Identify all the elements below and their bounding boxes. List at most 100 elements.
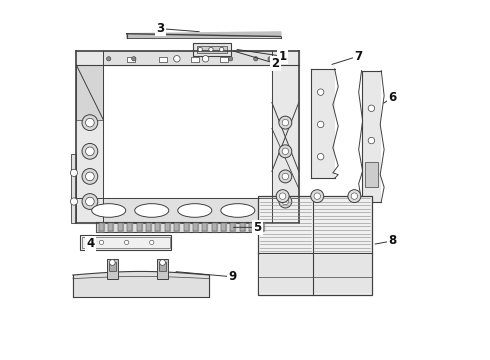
Bar xyxy=(159,57,167,62)
Polygon shape xyxy=(108,223,114,231)
Polygon shape xyxy=(118,223,123,231)
Ellipse shape xyxy=(178,204,212,217)
Circle shape xyxy=(82,168,98,184)
Circle shape xyxy=(82,143,98,159)
Text: 7: 7 xyxy=(354,50,362,63)
Text: 6: 6 xyxy=(388,91,396,104)
Bar xyxy=(157,259,168,279)
Circle shape xyxy=(198,47,202,51)
Bar xyxy=(258,196,372,295)
Circle shape xyxy=(209,47,213,51)
Circle shape xyxy=(86,197,94,206)
Bar xyxy=(82,237,170,248)
Circle shape xyxy=(279,116,292,129)
Circle shape xyxy=(107,57,111,61)
Polygon shape xyxy=(155,223,160,231)
Bar xyxy=(220,57,228,62)
Bar xyxy=(96,222,103,232)
Polygon shape xyxy=(146,223,151,231)
Bar xyxy=(311,69,335,178)
Bar xyxy=(259,222,267,232)
Circle shape xyxy=(132,57,136,61)
Polygon shape xyxy=(240,223,245,231)
Polygon shape xyxy=(193,223,198,231)
Polygon shape xyxy=(76,198,299,223)
Polygon shape xyxy=(272,51,299,223)
Circle shape xyxy=(368,137,375,144)
Bar xyxy=(71,154,76,223)
Circle shape xyxy=(254,57,258,61)
Circle shape xyxy=(282,173,289,180)
Polygon shape xyxy=(76,51,103,223)
Circle shape xyxy=(318,153,324,160)
Circle shape xyxy=(149,240,154,244)
Circle shape xyxy=(314,193,320,199)
Polygon shape xyxy=(165,223,170,231)
Circle shape xyxy=(348,190,361,203)
Bar xyxy=(362,71,381,202)
Circle shape xyxy=(318,121,324,128)
Text: 4: 4 xyxy=(87,237,95,250)
Polygon shape xyxy=(221,223,226,231)
Circle shape xyxy=(82,115,98,131)
Ellipse shape xyxy=(135,204,169,217)
Bar xyxy=(193,42,231,56)
Polygon shape xyxy=(202,223,207,231)
Circle shape xyxy=(368,105,375,112)
Bar xyxy=(107,259,118,279)
Bar xyxy=(196,46,227,53)
Circle shape xyxy=(282,120,289,126)
Circle shape xyxy=(279,195,292,208)
Bar xyxy=(191,57,199,62)
Circle shape xyxy=(282,198,289,205)
Ellipse shape xyxy=(92,204,126,217)
Bar xyxy=(159,262,166,271)
Circle shape xyxy=(279,145,292,158)
Polygon shape xyxy=(259,223,264,231)
Bar xyxy=(259,255,370,293)
Circle shape xyxy=(71,169,77,176)
Polygon shape xyxy=(76,51,299,65)
Circle shape xyxy=(86,172,94,181)
Polygon shape xyxy=(230,223,236,231)
Circle shape xyxy=(124,240,129,244)
Ellipse shape xyxy=(221,204,255,217)
Circle shape xyxy=(279,193,286,199)
Text: 5: 5 xyxy=(253,221,262,234)
Text: 8: 8 xyxy=(388,234,396,247)
Text: 2: 2 xyxy=(271,57,279,70)
Circle shape xyxy=(160,260,166,265)
Circle shape xyxy=(268,57,272,61)
Circle shape xyxy=(109,260,115,265)
Bar xyxy=(109,262,116,271)
Text: 9: 9 xyxy=(228,270,237,283)
Polygon shape xyxy=(212,223,217,231)
Circle shape xyxy=(86,147,94,156)
Text: 3: 3 xyxy=(157,22,165,35)
Polygon shape xyxy=(76,65,103,120)
Circle shape xyxy=(311,190,324,203)
Bar xyxy=(96,222,267,232)
Polygon shape xyxy=(174,223,179,231)
Circle shape xyxy=(173,55,180,62)
Circle shape xyxy=(228,57,233,61)
Circle shape xyxy=(99,240,104,244)
Text: 1: 1 xyxy=(279,50,287,63)
Circle shape xyxy=(82,194,98,210)
Circle shape xyxy=(220,47,224,51)
Circle shape xyxy=(351,193,358,199)
Circle shape xyxy=(86,118,94,127)
Polygon shape xyxy=(184,223,189,231)
Circle shape xyxy=(318,89,324,95)
Circle shape xyxy=(276,190,289,203)
Bar xyxy=(126,57,135,62)
Bar xyxy=(365,162,378,187)
Circle shape xyxy=(71,198,77,205)
Bar xyxy=(80,235,172,250)
Polygon shape xyxy=(249,223,254,231)
Polygon shape xyxy=(126,32,281,39)
Circle shape xyxy=(282,148,289,154)
Polygon shape xyxy=(99,223,104,231)
Polygon shape xyxy=(137,223,142,231)
Circle shape xyxy=(202,55,209,62)
